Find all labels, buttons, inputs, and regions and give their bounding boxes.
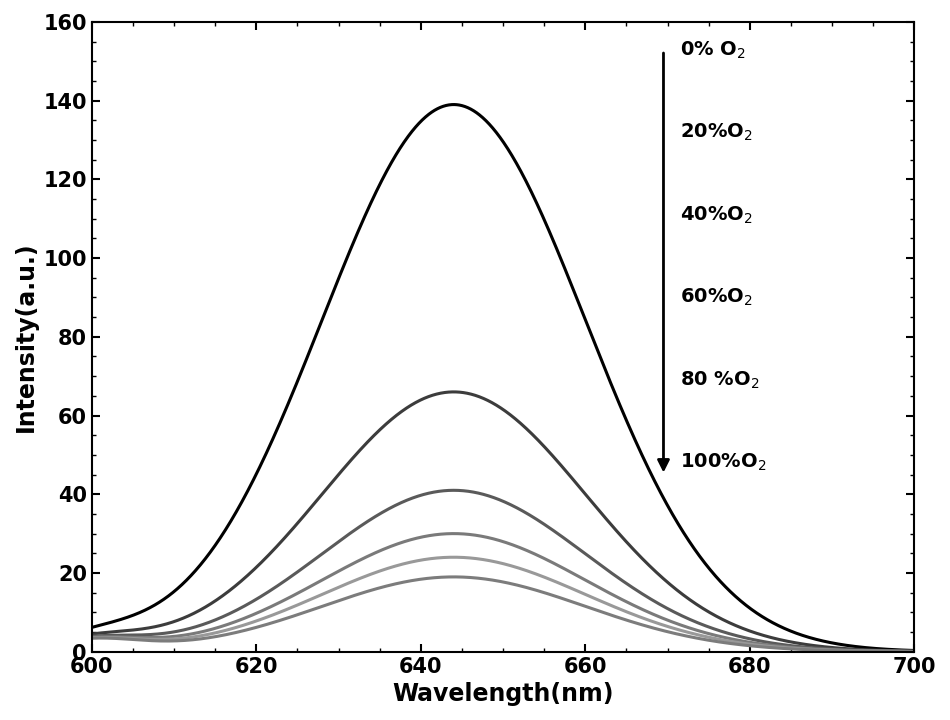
Text: 60%O$_2$: 60%O$_2$ [680, 287, 752, 308]
Text: 20%O$_2$: 20%O$_2$ [680, 122, 752, 143]
Text: 80 %O$_2$: 80 %O$_2$ [680, 369, 759, 391]
Text: 100%O$_2$: 100%O$_2$ [680, 452, 767, 474]
Y-axis label: Intensity(a.u.): Intensity(a.u.) [14, 241, 38, 432]
Text: 40%O$_2$: 40%O$_2$ [680, 204, 752, 226]
Text: 0% O$_2$: 0% O$_2$ [680, 40, 746, 61]
X-axis label: Wavelength(nm): Wavelength(nm) [392, 682, 614, 706]
